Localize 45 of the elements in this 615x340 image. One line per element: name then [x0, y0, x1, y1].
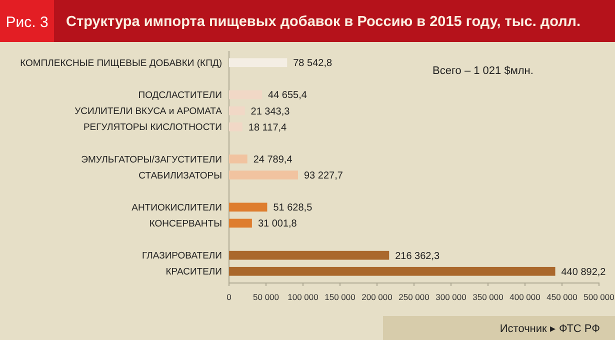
bar: [229, 90, 262, 100]
y-tick-label: КРАСИТЕЛИ: [166, 266, 222, 278]
bar: [229, 170, 298, 180]
bar: [229, 202, 268, 212]
annotation: Всего – 1 021 $млн.: [432, 65, 534, 77]
x-tick-label: 300 000: [436, 292, 467, 302]
bar: [229, 154, 248, 164]
x-tick-label: 150 000: [324, 292, 356, 302]
x-tick-label: 350 000: [472, 292, 504, 302]
text: Источник ▸ ФТС РФ: [500, 323, 600, 335]
x-tick-label: 400 000: [510, 292, 541, 302]
bar: [229, 122, 242, 132]
x-tick-label: 450 000: [546, 292, 578, 302]
text: Рис. 3: [6, 14, 48, 31]
y-tick-label: РЕГУЛЯТОРЫ КИСЛОТНОСТИ: [83, 122, 222, 134]
y-tick-label: КОМПЛЕКСНЫЕ ПИЩЕВЫЕ ДОБАВКИ (КПД): [20, 58, 222, 69]
bar: [229, 266, 556, 276]
data-label: 78 542,8: [293, 58, 332, 70]
data-label: 216 362,3: [395, 250, 440, 262]
data-label: 44 655,4: [268, 90, 308, 102]
x-tick-label: 100 000: [288, 292, 319, 302]
bar: [229, 250, 390, 260]
y-tick-label: ПОДСЛАСТИТЕЛИ: [138, 90, 222, 102]
data-label: 93 227,7: [304, 170, 344, 182]
bar: [229, 58, 288, 68]
y-tick-label: АНТИОКИСЛИТЕЛИ: [132, 202, 222, 214]
y-tick-label: УСИЛИТЕЛИ ВКУСА и АРОМАТА: [74, 106, 223, 118]
y-tick-label: ГЛАЗИРОВАТЕЛИ: [142, 250, 222, 262]
y-tick-label: КОНСЕРВАНТЫ: [149, 218, 222, 230]
data-label: 18 117,4: [248, 122, 288, 134]
data-label: 24 789,4: [253, 154, 293, 166]
x-tick-label: 250 000: [398, 292, 430, 302]
y-tick-label: ЭМУЛЬГАТОРЫ/ЗАГУСТИТЕЛИ: [81, 154, 222, 166]
data-label: 31 001,8: [258, 218, 298, 230]
data-label: 51 628,5: [273, 202, 313, 214]
data-label: 21 343,3: [250, 106, 290, 118]
x-tick-label: 0: [226, 292, 232, 302]
bar: [229, 218, 252, 228]
data-label: 440 892,2: [561, 266, 606, 278]
chart-title: Структура импорта пищевых добавок в Россию в 2015 году, тыс. долл.: [66, 14, 581, 30]
y-tick-label: СТАБИЛИЗАТОРЫ: [138, 170, 222, 182]
bar: [229, 106, 245, 116]
x-tick-label: 200 000: [362, 292, 393, 302]
x-tick-label: 500 000: [584, 292, 615, 302]
x-tick-label: 50 000: [253, 292, 280, 302]
